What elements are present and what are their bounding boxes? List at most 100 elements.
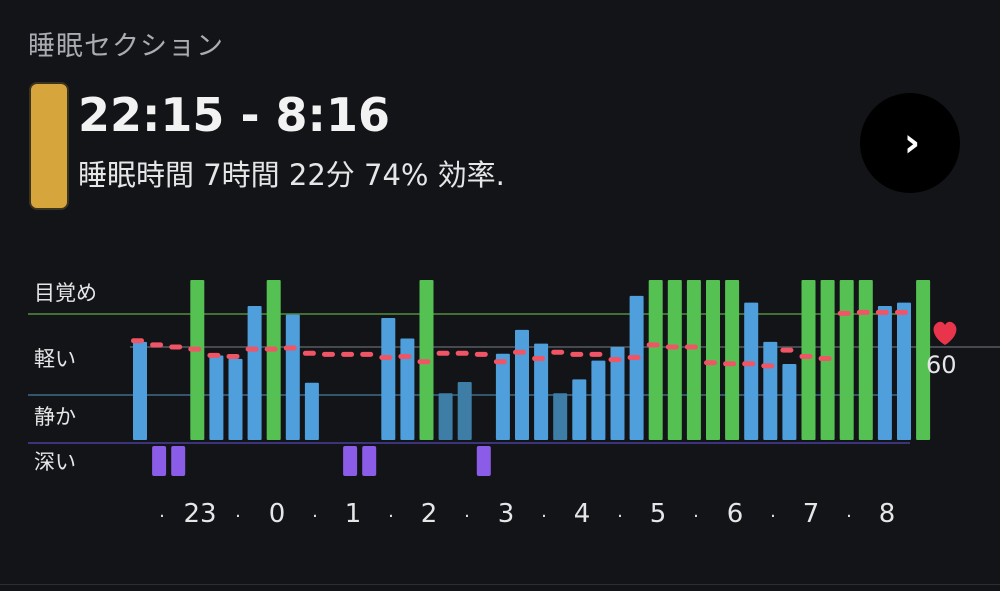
x-axis-tick-label: · <box>235 506 241 527</box>
light-sleep-bar <box>897 302 911 440</box>
y-axis-label: 静か <box>34 405 76 429</box>
x-axis-tick-label: 23 <box>183 499 216 529</box>
x-axis-tick-label: · <box>312 506 318 527</box>
x-axis-tick-label: 3 <box>498 499 515 529</box>
light-sleep-bar <box>534 343 549 440</box>
heart-rate-marker <box>875 309 889 315</box>
light-sleep-bar <box>877 306 892 440</box>
y-axis-label: 深い <box>34 450 76 474</box>
awake-bar <box>648 280 663 440</box>
bottom-divider <box>0 584 1000 585</box>
x-axis-tick-label: 8 <box>879 499 896 529</box>
x-axis-tick-label: · <box>693 506 699 527</box>
light-sleep-bar <box>228 358 243 440</box>
x-axis-tick-label: · <box>388 506 394 527</box>
heart-rate-marker <box>436 350 450 356</box>
heart-rate-marker <box>455 350 469 356</box>
x-axis-tick-label: 2 <box>421 499 438 529</box>
heart-rate-marker <box>704 360 717 366</box>
heart-rate-marker <box>799 353 813 359</box>
heart-rate-marker <box>818 356 832 362</box>
heart-rate-marker <box>589 351 603 357</box>
heart-rate-marker <box>856 309 870 315</box>
heart-rate-marker <box>532 356 546 362</box>
light-sleep-bar <box>572 379 587 440</box>
heart-rate-marker <box>551 349 565 355</box>
x-axis-tick-label: · <box>541 506 547 527</box>
heart-rate-marker <box>780 347 794 353</box>
sleep-time-range: 22:15 - 8:16 <box>78 88 390 142</box>
heart-rate-marker <box>493 359 507 365</box>
awake-bar <box>916 280 931 440</box>
deep-sleep-bar <box>343 446 358 476</box>
section-title: 睡眠セクション <box>28 31 224 62</box>
awake-bar <box>839 280 854 440</box>
light-sleep-bar <box>133 341 147 440</box>
still-sleep-bar <box>553 393 568 440</box>
heart-rate-marker <box>264 346 278 352</box>
x-axis-tick-label: · <box>846 506 852 527</box>
heart-rate-marker <box>226 353 240 359</box>
light-sleep-bar <box>400 338 415 440</box>
heart-rate-marker <box>646 342 660 348</box>
heart-rate-marker <box>417 359 431 365</box>
awake-bar <box>667 280 682 440</box>
x-axis-tick-label: 4 <box>574 499 591 529</box>
heart-rate-marker <box>131 338 144 344</box>
light-sleep-bar <box>304 382 319 440</box>
awake-bar <box>190 280 205 440</box>
heart-rate-marker <box>570 351 584 357</box>
heart-rate-marker <box>188 346 202 352</box>
x-axis-tick-label: 5 <box>650 499 667 529</box>
heart-rate-marker <box>302 350 316 356</box>
heart-rate-marker <box>684 344 698 350</box>
light-sleep-bar <box>515 329 529 440</box>
chevron-right-icon: › <box>903 120 921 166</box>
heart-rate-marker <box>150 342 164 348</box>
heart-rate-marker <box>895 309 908 315</box>
x-axis-tick-label: 1 <box>345 499 362 529</box>
heart-rate-marker <box>379 355 393 360</box>
x-axis-tick-label: 0 <box>269 499 286 529</box>
light-sleep-bar <box>381 317 396 440</box>
awake-bar <box>801 280 816 440</box>
heart-rate-marker <box>513 349 526 355</box>
awake-bar <box>858 280 873 440</box>
heart-rate-marker <box>742 361 756 367</box>
light-sleep-bar <box>591 360 606 440</box>
light-sleep-bar <box>285 314 300 440</box>
heart-rate-marker <box>169 344 183 350</box>
heart-rate-marker <box>837 310 851 316</box>
y-axis-label: 目覚め <box>34 281 97 305</box>
light-sleep-bar <box>209 355 224 440</box>
heart-rate-marker <box>398 353 412 359</box>
x-axis-tick-label: · <box>770 506 776 527</box>
heart-rate-marker <box>761 363 775 369</box>
light-sleep-bar <box>495 353 510 440</box>
y-axis-label: 軽い <box>34 347 76 371</box>
still-sleep-bar <box>457 382 472 440</box>
deep-sleep-bar <box>476 446 491 476</box>
awake-bar <box>706 280 720 440</box>
heart-rate-marker <box>723 361 737 367</box>
heart-rate-marker <box>360 351 374 357</box>
awake-bar <box>725 280 740 440</box>
light-sleep-bar <box>247 306 262 440</box>
light-sleep-bar <box>782 364 797 440</box>
awake-bar <box>266 280 281 440</box>
deep-sleep-bar <box>152 446 167 476</box>
heart-rate-marker <box>207 352 221 358</box>
heart-rate-marker <box>665 344 679 350</box>
light-sleep-bar <box>763 341 778 440</box>
heart-rate-marker <box>341 351 355 357</box>
heart-icon <box>933 321 957 345</box>
next-button[interactable]: › <box>860 93 960 193</box>
still-sleep-bar <box>438 393 453 440</box>
x-axis-tick-label: 6 <box>727 499 744 529</box>
heart-rate-marker <box>608 357 622 363</box>
awake-bar <box>686 280 701 440</box>
light-sleep-bar <box>610 346 625 440</box>
x-axis-tick-label: · <box>464 506 470 527</box>
heart-rate-marker <box>245 346 259 352</box>
